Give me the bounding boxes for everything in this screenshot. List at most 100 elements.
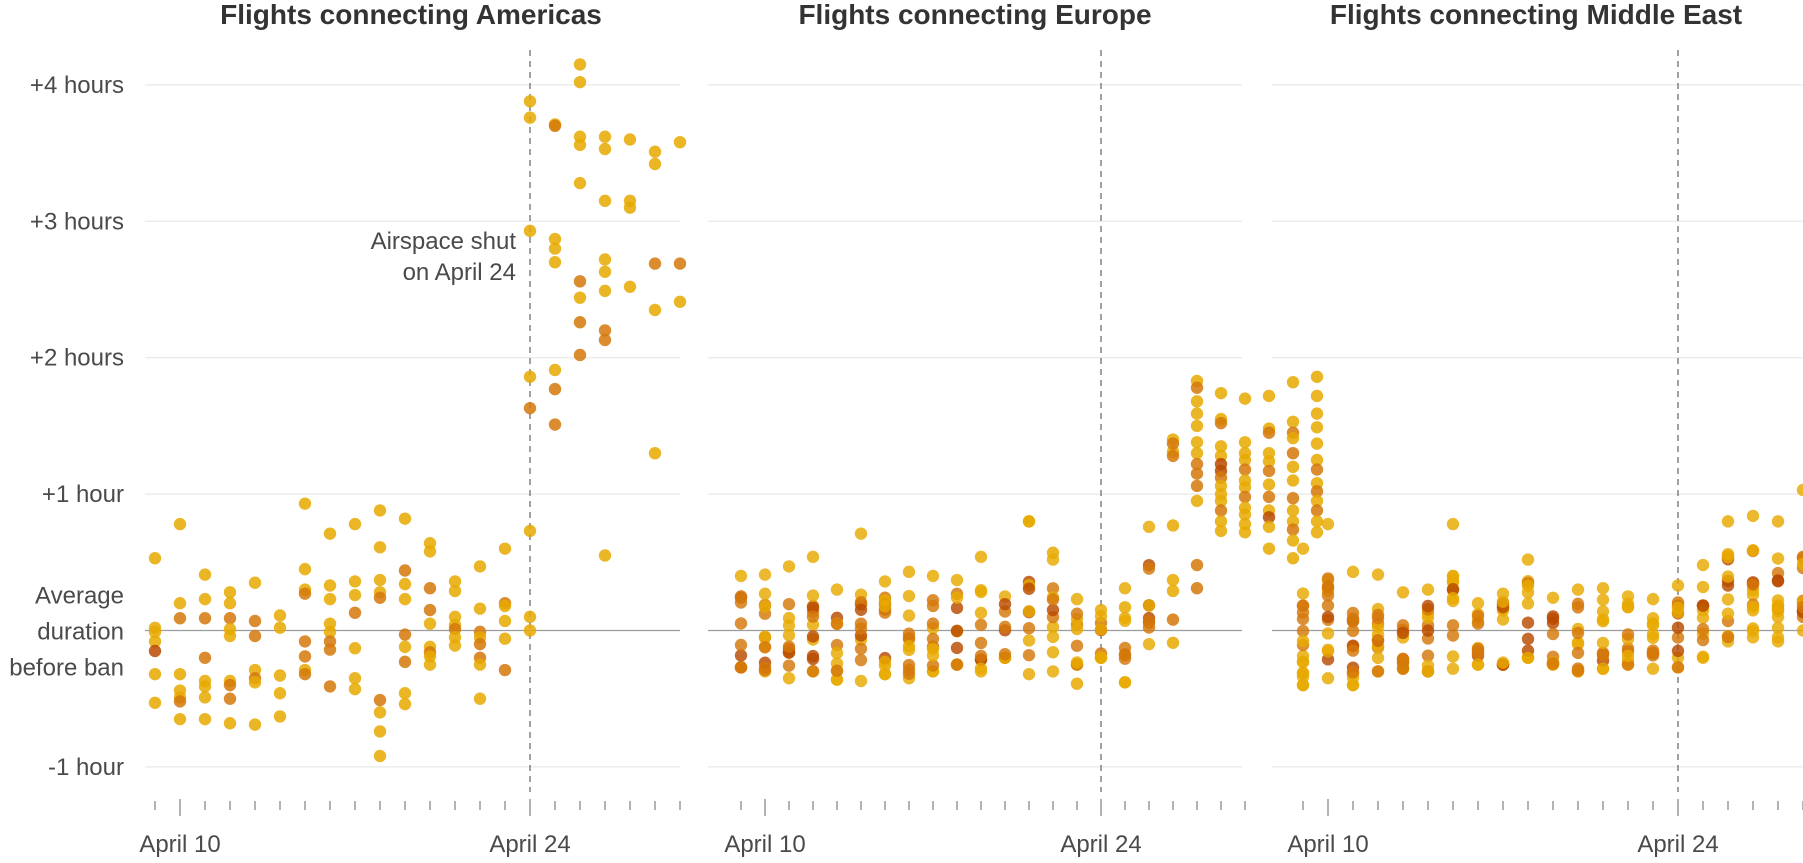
data-point [1310, 370, 1324, 383]
data-point [1521, 553, 1535, 566]
data-point [1046, 603, 1060, 617]
data-point [423, 545, 437, 558]
data-point [1646, 617, 1660, 630]
data-point [1070, 677, 1084, 690]
y-tick-label: -1 hour [48, 754, 124, 781]
data-point [298, 635, 312, 648]
data-point [1190, 494, 1204, 508]
data-point [926, 642, 940, 656]
data-point [673, 257, 687, 270]
y-tick-label: +3 hours [30, 208, 124, 235]
data-point [1421, 624, 1435, 637]
data-point [1746, 622, 1760, 635]
data-point [1371, 651, 1385, 665]
data-point [998, 620, 1012, 634]
data-point [1190, 582, 1204, 595]
data-point [1142, 615, 1156, 628]
data-point [398, 577, 412, 591]
data-point [1746, 578, 1760, 591]
data-point [373, 591, 387, 604]
data-point [1296, 678, 1310, 692]
data-point [223, 586, 237, 599]
data-point [1346, 665, 1360, 679]
data-point [1521, 651, 1535, 664]
data-point [473, 658, 487, 671]
data-point [1214, 386, 1228, 400]
panel-title: Flights connecting Middle East [1330, 0, 1742, 30]
data-point [298, 497, 312, 510]
data-point [1022, 605, 1036, 618]
data-point [806, 665, 820, 678]
data-point [273, 710, 287, 723]
data-point [298, 587, 312, 600]
data-point [598, 253, 612, 266]
data-point [1214, 504, 1228, 517]
data-point [623, 201, 637, 214]
data-point [734, 661, 748, 674]
data-point [806, 652, 820, 666]
data-point [1446, 574, 1460, 587]
data-point [648, 257, 662, 270]
data-point [998, 648, 1012, 661]
data-point [1166, 449, 1180, 463]
data-point [498, 542, 512, 555]
data-point [373, 749, 387, 763]
data-point [1296, 655, 1310, 669]
data-point [926, 632, 940, 646]
data-point [1046, 582, 1060, 595]
data-point [348, 575, 362, 588]
data-point [1070, 639, 1084, 652]
data-point [473, 602, 487, 615]
data-point [1646, 662, 1660, 675]
data-point [573, 275, 587, 288]
data-point [1646, 592, 1660, 606]
data-point [854, 642, 868, 655]
data-point [1296, 542, 1310, 555]
data-point [1796, 624, 1803, 637]
data-point [1696, 633, 1710, 647]
data-point [1190, 395, 1204, 408]
data-point [1771, 552, 1785, 565]
data-point [348, 672, 362, 685]
data-point [734, 569, 748, 583]
data-point [806, 550, 820, 564]
data-point [648, 145, 662, 158]
data-point [398, 512, 412, 525]
data-point [398, 697, 412, 711]
data-point [1166, 437, 1180, 450]
data-point [926, 569, 940, 583]
data-point [1238, 526, 1252, 539]
data-point [1166, 636, 1180, 649]
data-point [1796, 483, 1803, 497]
data-point [423, 603, 437, 617]
data-point [323, 527, 337, 540]
data-point [523, 524, 537, 538]
data-point [1546, 610, 1560, 623]
data-point [423, 582, 437, 595]
data-point [248, 629, 262, 643]
data-point [1022, 622, 1036, 635]
data-point [1310, 494, 1324, 508]
data-point [148, 635, 162, 648]
data-point [1190, 479, 1204, 493]
data-point [1421, 649, 1435, 662]
data-point [974, 618, 988, 632]
data-point [1310, 389, 1324, 403]
data-point [223, 692, 237, 705]
data-point [1721, 607, 1735, 620]
data-point [758, 568, 772, 581]
data-point [1346, 644, 1360, 657]
data-point [248, 576, 262, 589]
annotation-text: Airspace shut [371, 228, 517, 255]
data-point [598, 194, 612, 208]
data-point [1286, 474, 1300, 487]
data-point [1262, 464, 1276, 478]
data-point [1094, 623, 1108, 636]
data-point [1166, 573, 1180, 587]
data-point [448, 639, 462, 652]
data-point [1296, 666, 1310, 680]
data-point [273, 669, 287, 682]
data-point [373, 573, 387, 587]
data-point [373, 541, 387, 554]
